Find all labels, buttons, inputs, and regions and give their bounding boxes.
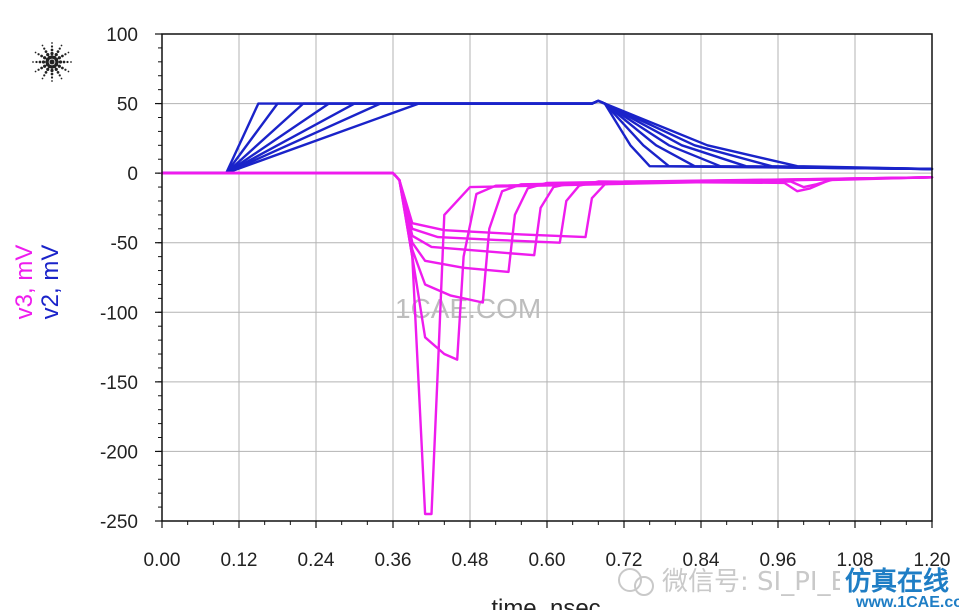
logo-dot: [58, 47, 61, 50]
series-lines: [160, 99, 934, 516]
logo-dot: [41, 60, 46, 64]
logo-dot: [58, 74, 61, 77]
logo-dot: [66, 60, 69, 64]
logo-dot: [56, 71, 60, 74]
logo-center-dot: [49, 59, 55, 65]
logo-dot: [44, 50, 48, 53]
logo-dot: [32, 61, 34, 63]
badge-backdrop: [840, 570, 958, 610]
logo-dot: [51, 42, 53, 44]
logo-dot: [61, 66, 64, 70]
logo-dot: [40, 54, 43, 58]
logo-dot: [43, 74, 46, 77]
wechat-icon-small: [634, 576, 654, 596]
site-url: www.1CAE.com: [855, 594, 959, 610]
logo-dot: [38, 60, 42, 64]
logo-dot: [51, 80, 53, 82]
logo-dot: [70, 61, 72, 63]
logo-dot: [50, 48, 54, 52]
logo-dot: [64, 53, 67, 56]
logo-dot: [37, 68, 40, 71]
logo-dot: [50, 76, 54, 79]
logo-dot: [54, 67, 58, 71]
x-tick-label: 0.72: [606, 550, 643, 571]
x-tick-label: 0.96: [760, 550, 797, 571]
logo-dot: [41, 44, 44, 47]
logo-dot: [46, 53, 50, 57]
logo-dot: [60, 77, 63, 80]
logo-dot: [50, 68, 54, 73]
logo-dot: [41, 77, 44, 80]
logo-dot: [60, 44, 63, 47]
x-tick-label: 0.24: [298, 550, 335, 571]
grid: [155, 33, 933, 528]
y-tick-label: 0: [127, 164, 138, 185]
logo-dot: [43, 47, 46, 50]
y-tick-label: 100: [106, 25, 138, 46]
logo-dot: [34, 70, 37, 73]
logo-dot: [34, 51, 37, 54]
logo-dot: [50, 45, 54, 48]
y-tick-labels: 100 50 0 -50 -100 -150 -200 -250: [100, 25, 138, 533]
plot-frame: [161, 33, 933, 522]
y-axis-label-v3: v3, mV: [11, 245, 38, 320]
x-tick-label: 0.48: [452, 550, 489, 571]
y-tick-label: -100: [100, 303, 138, 324]
x-tick-labels: 0.00 0.12 0.24 0.36 0.48 0.60 0.72 0.84 0.96 1.08…: [144, 550, 951, 571]
logo-dot: [44, 71, 48, 74]
y-tick-label: -250: [100, 512, 138, 533]
x-tick-label: 0.84: [683, 550, 720, 571]
logo-dot: [43, 56, 47, 60]
logo-dot: [50, 72, 54, 76]
y-tick-label: -150: [100, 373, 138, 394]
x-axis-label: time, nsec: [491, 595, 600, 610]
x-tick-label: 0.12: [221, 550, 258, 571]
x-tick-label: 0.00: [144, 550, 181, 571]
logo-dot: [61, 54, 64, 58]
logo-dot: [35, 60, 38, 64]
series-v2-line-6: [160, 99, 934, 175]
x-tick-label: 0.60: [529, 550, 566, 571]
logo-dot: [58, 60, 63, 64]
logo-dot: [67, 70, 70, 73]
logo-dot: [57, 64, 61, 68]
logo-dot: [67, 51, 70, 54]
logo-dot: [54, 53, 58, 57]
logo-dot: [64, 68, 67, 71]
wechat-icon: [618, 568, 642, 592]
logo-dot: [46, 67, 50, 71]
series-v3-line-13: [160, 171, 934, 239]
logo-dot: [56, 50, 60, 53]
burst-logo-icon: [32, 42, 72, 82]
y-axis-label-v2: v2, mV: [37, 245, 64, 320]
logo-dot: [37, 53, 40, 56]
logo-dot: [57, 56, 61, 60]
logo-dot: [40, 66, 43, 70]
x-tick-label: 0.36: [375, 550, 412, 571]
logo-dot: [62, 60, 66, 64]
x-tick-label: 1.08: [837, 550, 874, 571]
center-watermark: 1CAE.COM: [395, 293, 541, 324]
logo-dot: [54, 57, 59, 62]
y-tick-label: 50: [117, 95, 138, 116]
x-tick-label: 1.20: [914, 550, 951, 571]
logo-dot: [43, 64, 47, 68]
logo-dot: [50, 51, 54, 56]
site-badge: 仿真在线: [845, 566, 949, 597]
y-tick-label: -200: [100, 442, 138, 463]
y-tick-label: -50: [111, 234, 138, 255]
